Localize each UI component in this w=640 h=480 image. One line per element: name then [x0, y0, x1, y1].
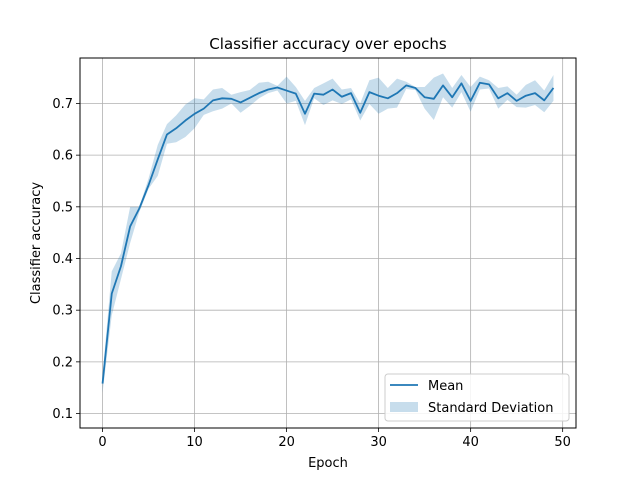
x-tick-label: 20 [278, 435, 295, 450]
x-tick-label: 30 [370, 435, 387, 450]
mean-line-layer [101, 81, 555, 384]
y-tick-label: 0.3 [52, 304, 73, 319]
legend-std-label: Standard Deviation [428, 401, 553, 416]
y-tick-label: 0.1 [52, 407, 73, 422]
y-tick-label: 0.5 [52, 200, 73, 215]
legend-std-swatch [390, 402, 418, 412]
legend-mean-label: Mean [428, 379, 463, 394]
x-tick-label: 10 [186, 435, 203, 450]
legend: Mean Standard Deviation [384, 373, 570, 422]
legend-box [384, 373, 570, 422]
y-tick-label: 0.4 [52, 252, 73, 267]
ticks: 0 10 20 30 40 50 0.1 0.2 0.3 0.4 0.5 0.6 0.7 [52, 97, 571, 450]
grid [80, 58, 576, 428]
x-axis-title: Epoch [308, 456, 348, 471]
chart-title: Classifier accuracy over epochs [209, 35, 447, 53]
y-tick-label: 0.2 [52, 355, 73, 370]
x-tick-label: 40 [462, 435, 479, 450]
y-axis-title: Classifier accuracy [29, 182, 44, 304]
y-tick-label: 0.6 [52, 149, 73, 164]
plot-frame [79, 57, 577, 429]
mean-line [101, 81, 555, 384]
y-tick-label: 0.7 [52, 97, 73, 112]
x-tick-label: 50 [554, 435, 571, 450]
x-tick-label: 0 [98, 435, 106, 450]
